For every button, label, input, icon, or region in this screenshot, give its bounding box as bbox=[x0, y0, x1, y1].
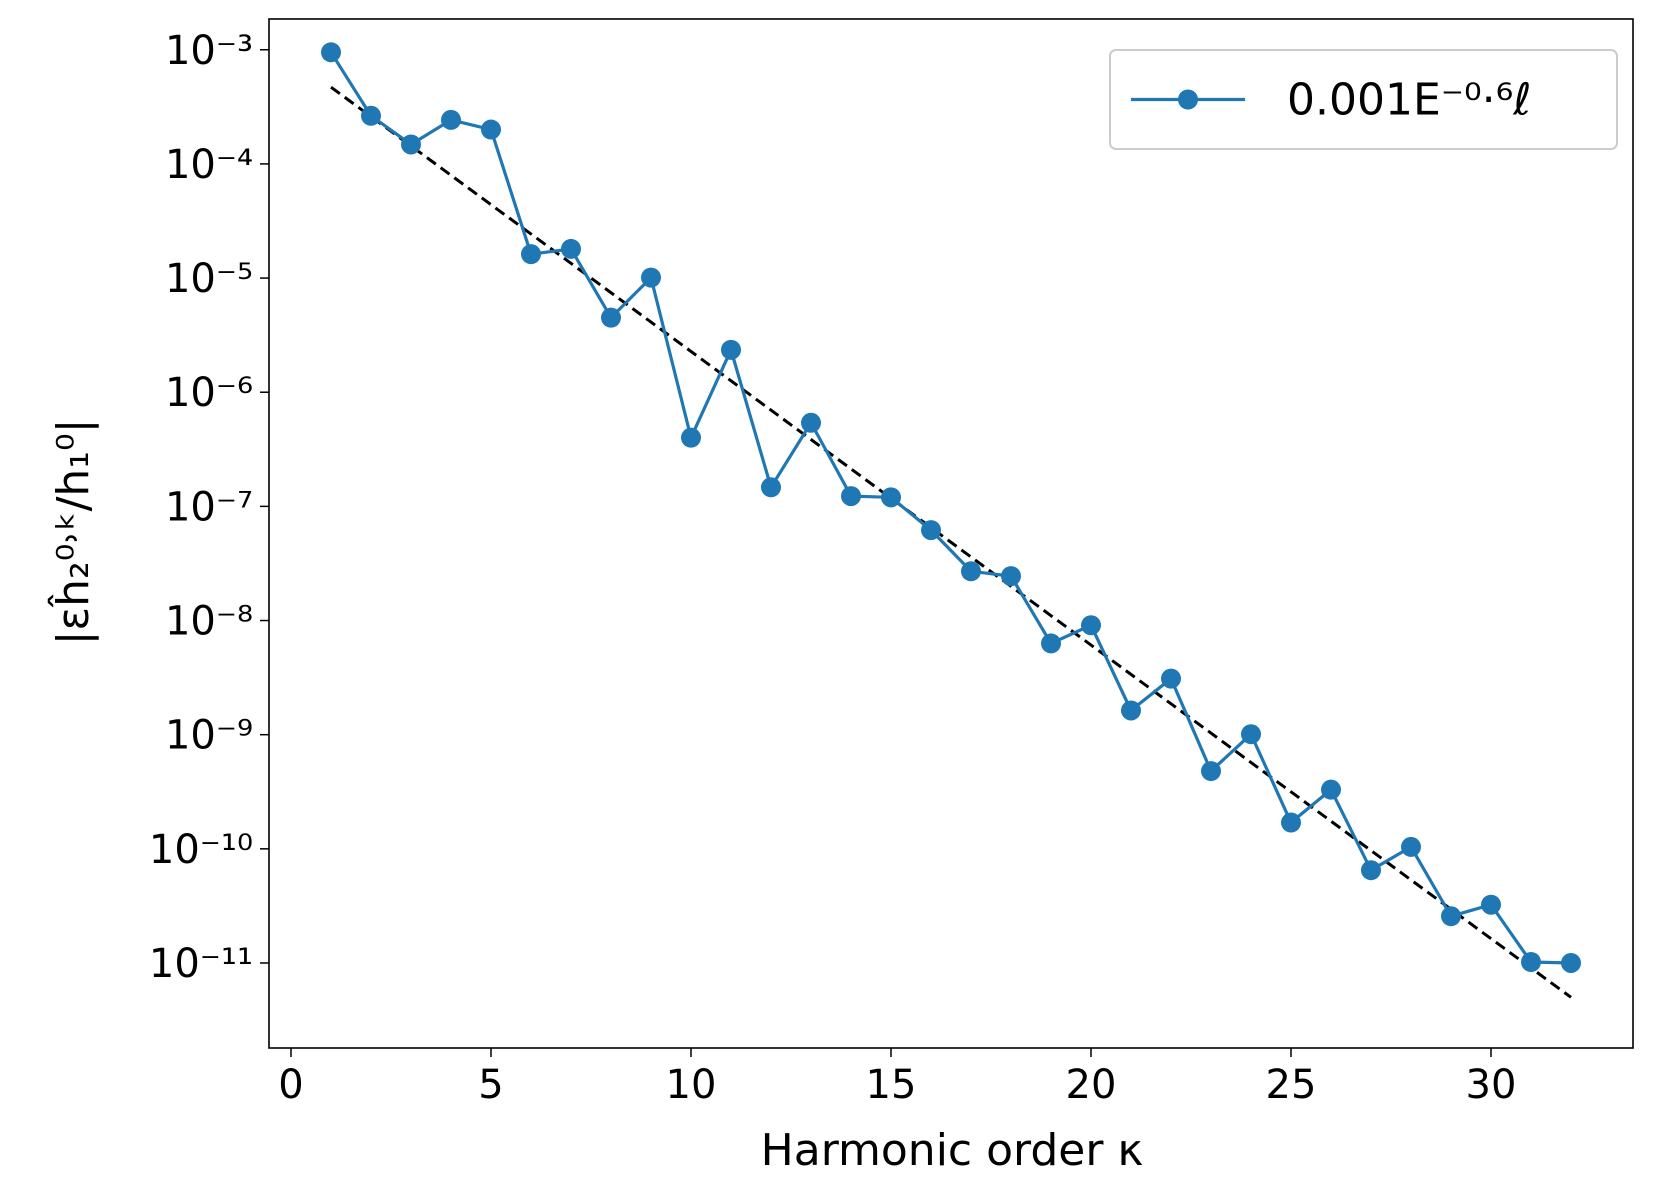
x-axis-label: Harmonic order κ bbox=[761, 1125, 1144, 1176]
data-point bbox=[1521, 952, 1541, 973]
data-point bbox=[921, 520, 941, 541]
data-point bbox=[601, 307, 621, 328]
data-point bbox=[441, 109, 461, 130]
data-point bbox=[801, 412, 821, 433]
series-line bbox=[329, 51, 1572, 965]
x-tick-label: 30 bbox=[1466, 1062, 1517, 1108]
data-point bbox=[1481, 894, 1501, 915]
y-tick-label: 10⁻⁵ bbox=[165, 256, 253, 302]
data-point bbox=[761, 477, 781, 498]
y-axis-label: |εĥ₂⁰˒ᵏ/h₁⁰| bbox=[46, 419, 99, 646]
data-point bbox=[1001, 566, 1021, 587]
x-tick-label: 25 bbox=[1266, 1062, 1317, 1108]
fit-line bbox=[330, 85, 1572, 999]
data-point bbox=[721, 339, 741, 360]
data-point bbox=[1161, 668, 1181, 689]
data-point bbox=[1041, 633, 1061, 654]
y-tick-label: 10⁻¹⁰ bbox=[149, 827, 253, 873]
x-tick-label: 10 bbox=[666, 1062, 717, 1108]
data-point bbox=[961, 561, 981, 582]
y-tick-label: 10⁻⁹ bbox=[165, 713, 253, 759]
plot-frame bbox=[268, 18, 1634, 1049]
data-point bbox=[481, 119, 501, 140]
y-tick-label: 10⁻⁷ bbox=[165, 484, 253, 530]
data-point bbox=[1201, 761, 1221, 782]
data-point bbox=[881, 487, 901, 508]
legend-box bbox=[1109, 49, 1618, 150]
x-tick-label: 0 bbox=[278, 1062, 303, 1108]
data-point bbox=[361, 105, 381, 126]
x-tick-label: 5 bbox=[478, 1062, 503, 1108]
legend-label: 0.001E⁻⁰·⁶ℓ bbox=[1287, 75, 1531, 126]
y-tick-label: 10⁻⁴ bbox=[165, 142, 253, 188]
y-tick-label: 10⁻⁸ bbox=[165, 599, 253, 645]
data-point bbox=[1121, 700, 1141, 721]
y-tick-label: 10⁻¹¹ bbox=[149, 941, 253, 987]
data-point bbox=[841, 486, 861, 507]
x-tick-label: 15 bbox=[866, 1062, 917, 1108]
y-tick-label: 10⁻³ bbox=[165, 28, 253, 74]
y-tick-label: 10⁻⁶ bbox=[165, 370, 253, 416]
data-point bbox=[1241, 724, 1261, 745]
data-point bbox=[561, 238, 581, 259]
x-tick-label: 20 bbox=[1066, 1062, 1117, 1108]
data-point bbox=[1561, 952, 1581, 973]
data-point bbox=[1361, 860, 1381, 881]
data-point bbox=[1081, 615, 1101, 636]
data-point bbox=[1281, 812, 1301, 833]
data-point bbox=[321, 42, 341, 63]
data-point bbox=[521, 244, 541, 265]
legend-marker bbox=[1178, 89, 1198, 110]
data-point bbox=[401, 134, 421, 155]
data-point bbox=[1441, 906, 1461, 927]
data-point bbox=[681, 427, 701, 448]
data-point bbox=[1401, 836, 1421, 857]
data-point bbox=[641, 267, 661, 288]
data-point bbox=[1321, 779, 1341, 800]
